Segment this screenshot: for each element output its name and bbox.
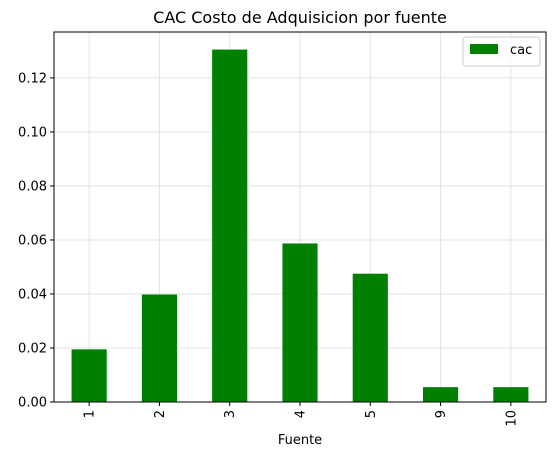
bar-9 bbox=[423, 387, 458, 402]
y-tick-label: 0.04 bbox=[18, 287, 47, 302]
chart-title: CAC Costo de Adquisicion por fuente bbox=[153, 8, 447, 27]
x-tick-label: 1 bbox=[83, 410, 98, 418]
y-tick-label: 0.10 bbox=[18, 125, 47, 140]
legend-swatch bbox=[470, 44, 498, 54]
x-tick-label: 3 bbox=[223, 410, 238, 418]
bar-5 bbox=[353, 274, 388, 402]
bar-10 bbox=[493, 387, 528, 402]
legend: cac bbox=[463, 37, 540, 66]
x-tick-label: 9 bbox=[434, 410, 449, 418]
y-tick-label: 0.06 bbox=[18, 233, 47, 248]
bar-2 bbox=[142, 295, 177, 402]
bar-1 bbox=[72, 349, 107, 402]
x-tick-label: 10 bbox=[504, 410, 519, 427]
legend-label: cac bbox=[510, 43, 532, 58]
x-tick-label: 4 bbox=[294, 410, 309, 418]
y-tick-label: 0.12 bbox=[18, 71, 47, 86]
y-tick-label: 0.00 bbox=[18, 396, 47, 411]
y-tick-label: 0.08 bbox=[18, 179, 47, 194]
x-tick-label: 2 bbox=[153, 410, 168, 418]
x-axis-label: Fuente bbox=[278, 433, 322, 448]
bar-3 bbox=[212, 50, 247, 402]
bar-4 bbox=[282, 243, 317, 402]
x-tick-label: 5 bbox=[364, 410, 379, 418]
y-tick-label: 0.02 bbox=[18, 341, 47, 356]
